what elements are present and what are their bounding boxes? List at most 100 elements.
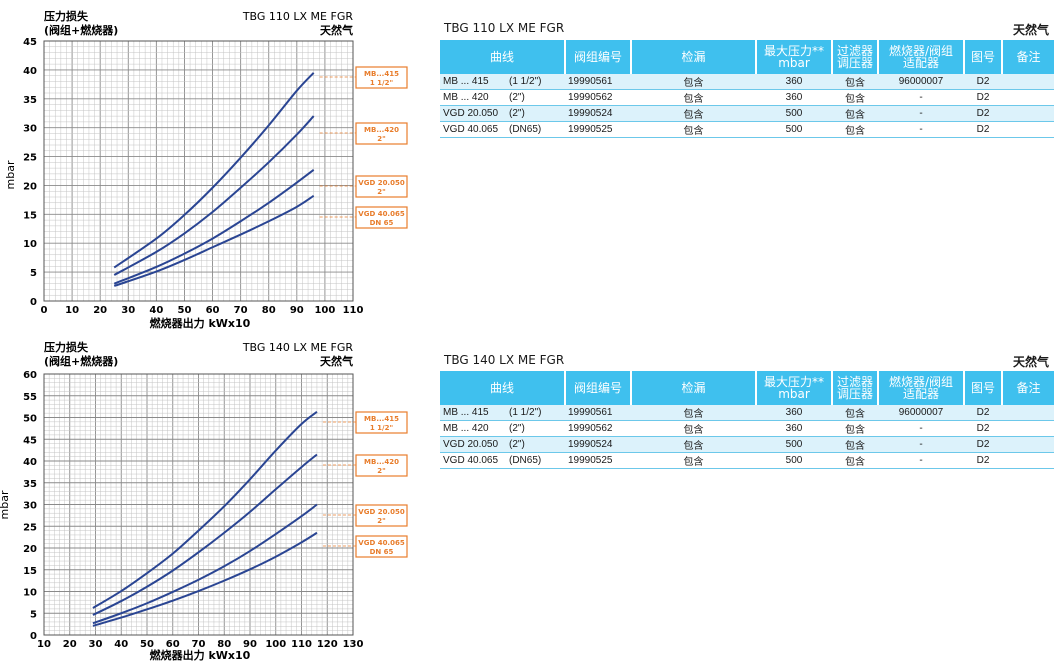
header-note: 备注 — [1002, 40, 1054, 74]
y-tick-label: 0 — [30, 631, 37, 642]
header-filter-regulator: 过滤器 调压器 — [832, 371, 879, 405]
cell-adapter: - — [878, 89, 964, 106]
x-tick-label: 20 — [63, 639, 77, 650]
x-tick-label: 40 — [149, 305, 163, 316]
cell-figure: D2 — [964, 105, 1002, 122]
chart-title: TBG 110 LX ME FGR — [242, 10, 354, 23]
cell-note — [1002, 436, 1054, 453]
curve-label-line2: 1 1/2" — [370, 79, 393, 87]
cell-filter-regulator: 包含 — [832, 405, 878, 421]
cell-size: (2") — [509, 108, 525, 119]
chart-ylabel-title-line2: (阀组+燃烧器) — [44, 354, 118, 368]
x-tick-label: 110 — [343, 305, 364, 316]
chart-grid — [43, 373, 354, 636]
header-leak-check: 检漏 — [631, 371, 757, 405]
chart-gas: 天然气 — [320, 354, 353, 368]
y-tick-label: 60 — [23, 370, 37, 381]
cell-max-pressure: 360 — [756, 89, 832, 106]
chart-gas: 天然气 — [320, 23, 353, 37]
cell-leak-check: 包含 — [631, 436, 756, 453]
cell-size: (2") — [509, 439, 525, 450]
cell-model: MB ... 415 — [443, 76, 489, 87]
table-header-row: 曲线 阀组编号 检漏 最大压力** mbar 过滤器 调压器 燃烧器/阀组 适配… — [440, 40, 1054, 74]
table-body: MB ... 415 (1 1/2") 19990561 包含 360 包含 9600000… — [440, 74, 1054, 138]
curve-label-line1: VGD 20.050 — [358, 179, 405, 187]
curve-label-box — [355, 504, 408, 527]
cell-max-pressure: 360 — [756, 74, 832, 90]
chart-ticks: 0 10 20 30 40 50 60 70 80 90 100 110 0 5 10 15 20 25 30 35 4… — [23, 37, 363, 316]
cell-note — [1002, 74, 1054, 90]
curve-label-line2: 2" — [377, 467, 386, 475]
cell-note — [1002, 405, 1054, 421]
x-tick-label: 10 — [37, 639, 51, 650]
y-tick-label: 25 — [23, 522, 37, 533]
cell-figure: D2 — [964, 436, 1002, 453]
y-tick-label: 40 — [23, 457, 37, 468]
y-tick-label: 25 — [23, 153, 37, 164]
cell-figure: D2 — [964, 74, 1002, 90]
curve-series-3 — [92, 503, 318, 625]
y-tick-label: 30 — [23, 501, 37, 512]
x-tick-label: 0 — [41, 305, 48, 316]
cell-valve-code: 19990561 — [565, 74, 631, 90]
x-tick-label: 60 — [166, 639, 180, 650]
x-tick-label: 50 — [177, 305, 191, 316]
cell-curve: VGD 20.050 (2") — [440, 436, 565, 453]
x-tick-label: 70 — [192, 639, 206, 650]
cell-max-pressure: 500 — [756, 105, 832, 122]
cell-leak-check: 包含 — [631, 105, 756, 122]
curve-label-line1: MB...415 — [364, 415, 399, 423]
header-valve-code: 阀组编号 — [565, 371, 632, 405]
y-tick-label: 10 — [23, 588, 37, 599]
curve-label-box — [355, 122, 408, 145]
cell-max-pressure: 500 — [756, 121, 832, 138]
table-gas: 天然气 — [1012, 23, 1049, 37]
cell-size: (DN65) — [509, 455, 542, 466]
curve-label-box — [355, 66, 408, 89]
cell-filter-regulator: 包含 — [832, 105, 878, 122]
table-title: TBG 140 LX ME FGR — [444, 353, 565, 367]
x-tick-label: 30 — [121, 305, 135, 316]
cell-valve-code: 19990524 — [565, 105, 631, 122]
cell-filter-regulator: 包含 — [832, 74, 878, 90]
cell-curve: MB ... 415 (1 1/2") — [440, 405, 565, 421]
chart-xlabel: 燃烧器出力 kWx10 — [149, 316, 251, 330]
cell-size: (DN65) — [509, 124, 542, 135]
curve-label-line1: VGD 40.065 — [358, 539, 405, 547]
cell-model: VGD 40.065 — [443, 124, 499, 135]
y-tick-label: 45 — [23, 37, 37, 48]
header-note: 备注 — [1002, 371, 1054, 405]
y-tick-label: 35 — [23, 95, 37, 106]
curve-label-box — [355, 175, 408, 198]
valve-train-table-2: 曲线 阀组编号 检漏 最大压力** mbar 过滤器 调压器 燃烧器/阀组 适配… — [440, 371, 1054, 469]
cell-curve: MB ... 420 (2") — [440, 420, 565, 437]
header-figure: 图号 — [964, 371, 1003, 405]
cell-curve: VGD 40.065 (DN65) — [440, 121, 565, 138]
cell-note — [1002, 105, 1054, 122]
header-valve-code: 阀组编号 — [565, 40, 632, 74]
cell-filter-regulator: 包含 — [832, 452, 878, 469]
cell-adapter: - — [878, 420, 964, 437]
table-gas: 天然气 — [1012, 355, 1049, 369]
curve-series-3 — [113, 169, 315, 285]
cell-valve-code: 19990524 — [565, 436, 631, 453]
y-tick-label: 55 — [23, 392, 37, 403]
y-tick-label: 30 — [23, 124, 37, 135]
y-tick-label: 40 — [23, 66, 37, 77]
curve-series-2 — [92, 453, 318, 616]
y-tick-label: 20 — [23, 181, 37, 192]
pressure-loss-chart-1: 压力损失 (阀组+燃烧器) TBG 110 LX ME FGR 天然气 mbar… — [4, 9, 408, 330]
cell-model: VGD 40.065 — [443, 455, 499, 466]
cell-curve: MB ... 415 (1 1/2") — [440, 74, 565, 90]
chart-ylabel-title-line2: (阀组+燃烧器) — [44, 23, 118, 37]
header-figure: 图号 — [964, 40, 1003, 74]
x-tick-label: 100 — [265, 639, 286, 650]
cell-model: MB ... 415 — [443, 407, 489, 418]
plot-frame — [43, 373, 354, 636]
curve-label-box — [355, 454, 408, 477]
x-tick-label: 70 — [234, 305, 248, 316]
table-title: TBG 110 LX ME FGR — [444, 21, 565, 35]
curve-label-line1: MB...420 — [364, 126, 399, 134]
cell-valve-code: 19990562 — [565, 89, 631, 106]
